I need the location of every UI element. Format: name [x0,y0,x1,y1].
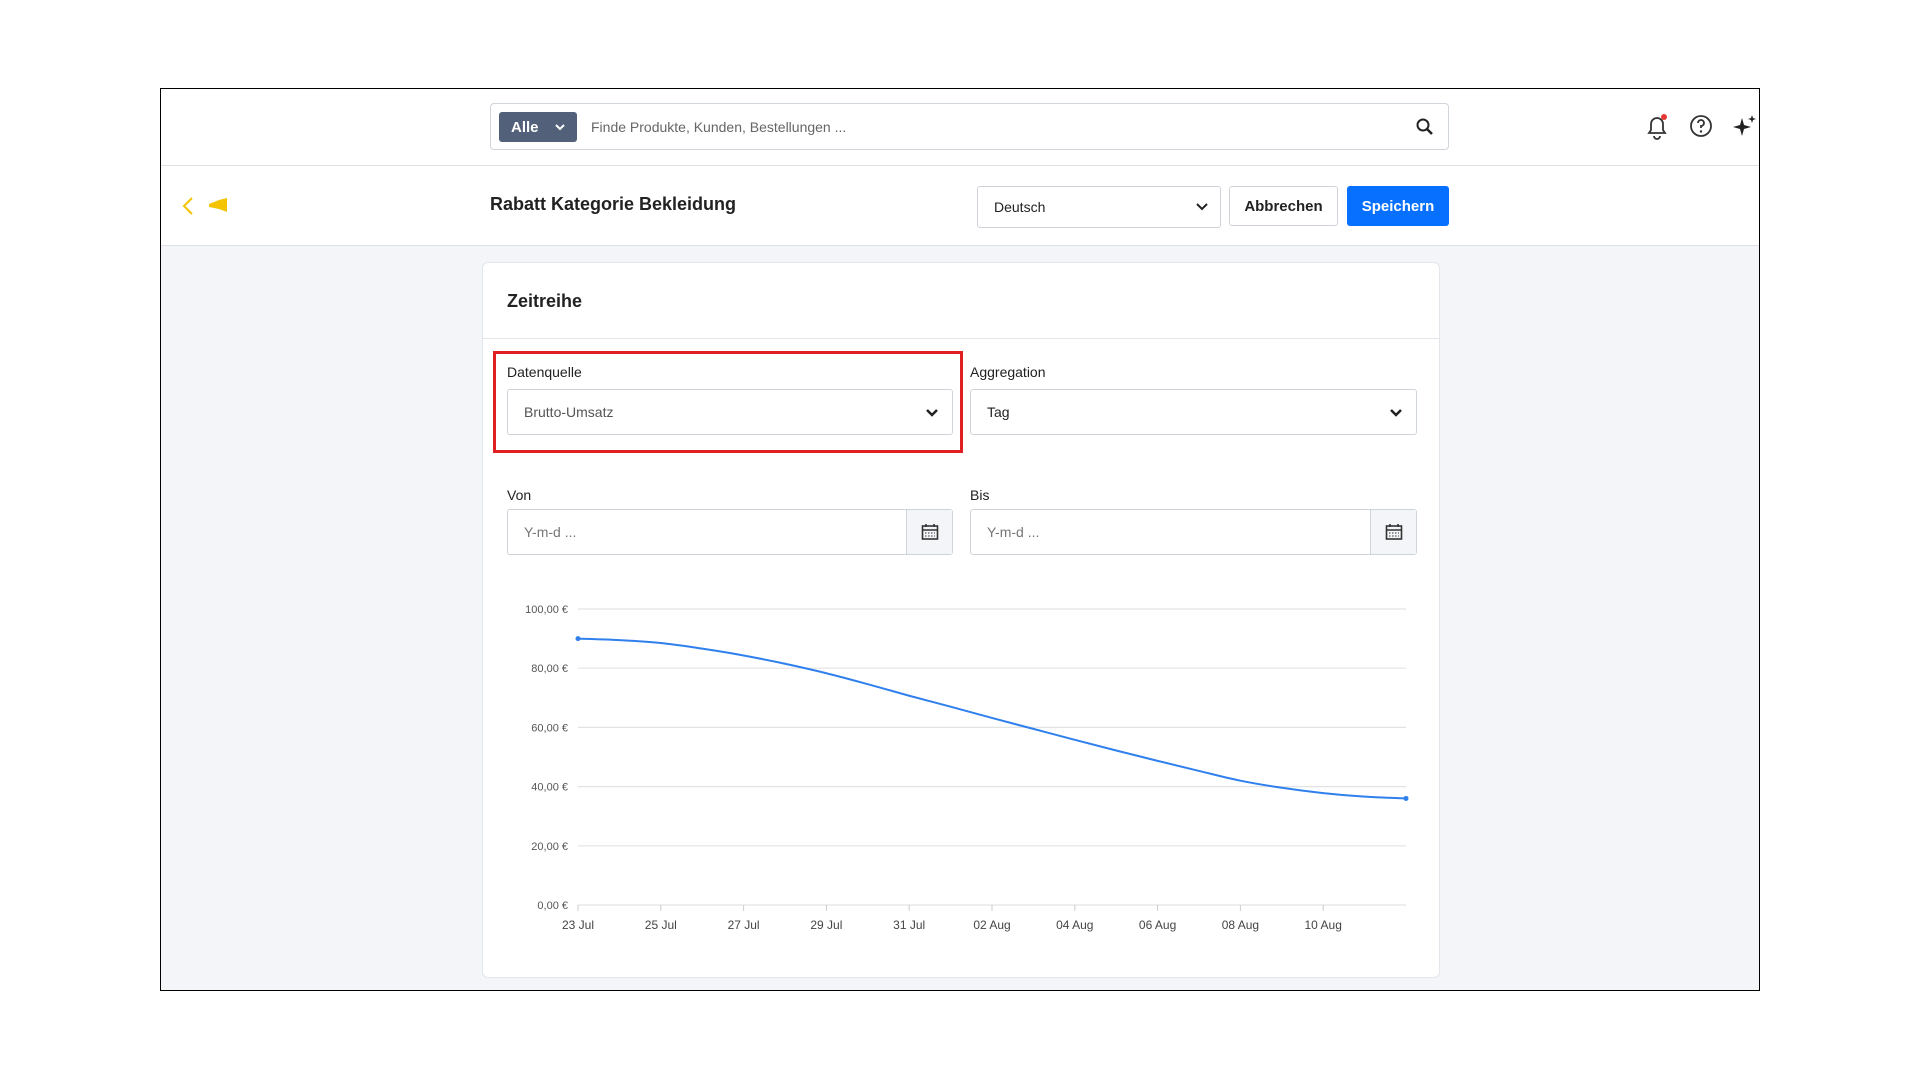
chevron [555,124,565,131]
aggregation-select[interactable]: Tag [970,389,1417,435]
search-icon[interactable] [1416,118,1434,136]
highlight-box [493,351,963,453]
scope-label: Alle [511,119,539,136]
field-label: Bis [970,487,990,503]
calendar-button[interactable] [1370,510,1416,554]
search-placeholder: Finde Produkte, Kunden, Bestellungen ... [591,119,847,135]
select-value: Brutto-Umsatz [524,404,614,420]
help-icon[interactable] [1689,114,1713,138]
search-scope[interactable]: Alle [499,112,577,142]
calendar-icon [1385,524,1403,540]
select-value: Tag [987,404,1010,420]
save-button[interactable]: Speichern [1347,186,1449,226]
placeholder: Y-m-d ... [524,524,577,540]
date-from-input[interactable]: Y-m-d ... [507,509,953,555]
cancel-button[interactable]: Abbrechen [1229,186,1338,226]
chevron [1390,409,1402,417]
top-bar: Alle Finde Produkte, Kunden, Bestellunge… [161,89,1759,166]
chevron [926,409,938,417]
calendar-icon [921,524,939,540]
card: Zeitreihe Datenquelle Brutto-Umsatz Aggr… [482,262,1440,978]
page-title: Rabatt Kategorie Bekleidung [490,194,737,214]
field-label: Aggregation [970,364,1046,380]
ai-icon[interactable] [1732,114,1758,140]
calendar-button[interactable] [906,510,952,554]
app-window: Alle Finde Produkte, Kunden, Bestellunge… [160,88,1760,991]
notification-icon[interactable] [1644,113,1670,141]
divider [483,338,1439,339]
field-label: Datenquelle [507,364,582,380]
language-select[interactable]: Deutsch [977,186,1221,228]
toolbar: Rabatt Kategorie Bekleidung Deutsch Abbr… [161,166,1759,246]
field-label: Von [507,487,532,503]
date-to-input[interactable]: Y-m-d ... [970,509,1417,555]
language-value: Deutsch [994,199,1046,215]
promotion-icon [209,198,227,212]
datasource-select[interactable]: Brutto-Umsatz [507,389,953,435]
placeholder: Y-m-d ... [987,524,1040,540]
back-button[interactable] [181,196,195,216]
search-box[interactable]: Alle Finde Produkte, Kunden, Bestellunge… [490,103,1449,150]
chevron [1196,203,1208,211]
card-title: Zeitreihe [507,291,583,311]
